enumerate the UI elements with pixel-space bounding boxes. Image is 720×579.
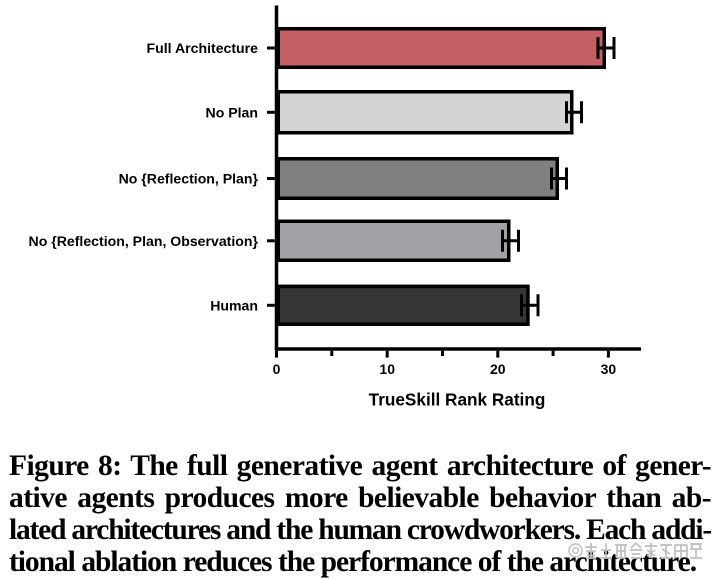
svg-text:Full Architecture: Full Architecture	[147, 40, 259, 56]
svg-text:20: 20	[490, 361, 506, 377]
svg-text:10: 10	[379, 361, 395, 377]
svg-text:0: 0	[273, 361, 281, 377]
svg-text:No {Reflection, Plan, Observat: No {Reflection, Plan, Observation}	[29, 233, 259, 249]
svg-text:No Plan: No Plan	[206, 105, 258, 121]
svg-text:No {Reflection, Plan}: No {Reflection, Plan}	[119, 171, 259, 187]
svg-text:TrueSkill Rank Rating: TrueSkill Rank Rating	[369, 390, 546, 410]
svg-text:Human: Human	[210, 298, 258, 314]
svg-text:30: 30	[601, 361, 617, 377]
